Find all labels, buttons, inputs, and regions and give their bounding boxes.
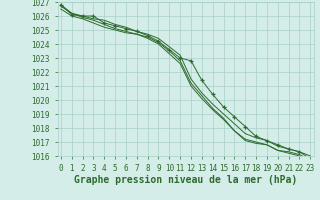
X-axis label: Graphe pression niveau de la mer (hPa): Graphe pression niveau de la mer (hPa) [74,175,297,185]
